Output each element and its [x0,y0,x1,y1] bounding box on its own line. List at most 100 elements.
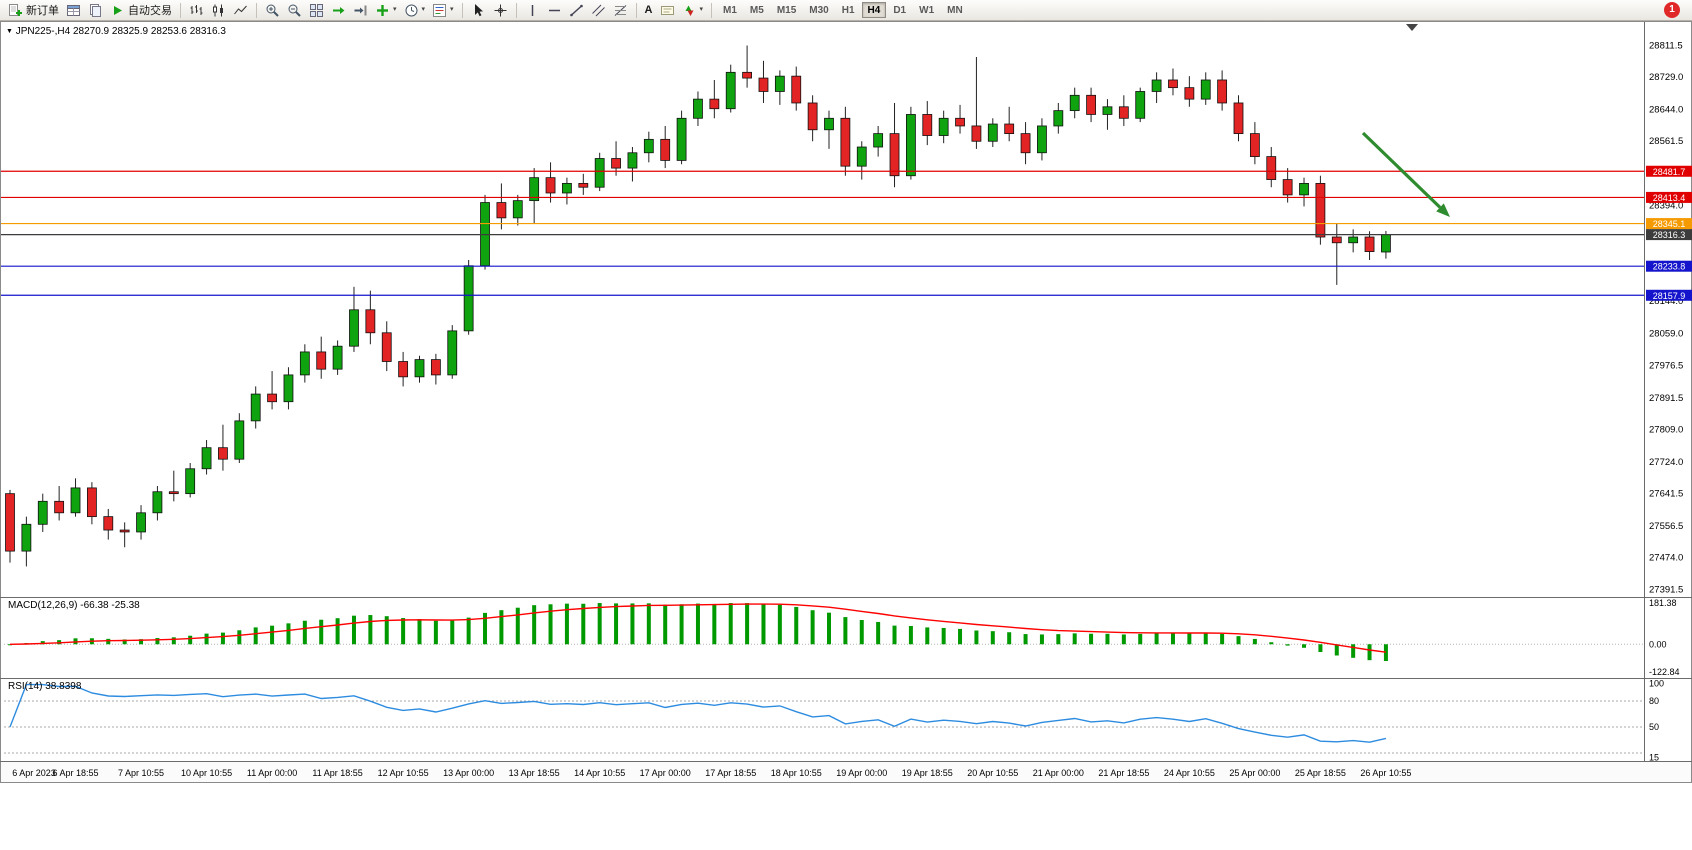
price-axis-label: 27976.5 [1649,360,1683,371]
macd-histogram-bar [597,603,602,645]
channel-tool-button[interactable] [588,1,609,19]
macd-histogram-bar [827,612,831,645]
rsi-line[interactable] [9,683,1387,743]
auto-scroll-button[interactable] [328,1,349,19]
notification-badge[interactable]: 1 [1664,2,1680,18]
timeframe-w1-button[interactable]: W1 [919,5,935,16]
chart-canvas[interactable]: 28811.5 28729.0 28644.0 28561.5 28394.0 28144… [0,21,1692,783]
market-watch-button[interactable] [63,1,84,19]
trend-arrow-line[interactable] [1361,131,1442,209]
timeframe-m30-button[interactable]: M30 [809,5,829,16]
rsi-axis-label: 100 [1649,679,1664,689]
trendline-icon [569,4,583,16]
arrows-tool-button[interactable]: ▾ [679,1,707,19]
time-axis-label: 13 Apr 00:00 [443,768,494,778]
macd-histogram-bar [1138,633,1143,645]
trendline-tool-button[interactable] [566,1,587,19]
crosshair-tool-button[interactable] [490,1,511,19]
macd-histogram-bar [728,603,733,645]
macd-indicator-label: MACD(12,26,9) -66.38 -25.38 [8,600,140,611]
macd-histogram-bar [1252,638,1257,645]
data-window-button[interactable] [85,1,106,19]
macd-histogram-bar [1089,633,1094,645]
macd-axis-label: -122.84 [1649,667,1680,677]
candle [578,182,589,188]
vertical-line-tool-button[interactable] [522,1,543,19]
tile-windows-button[interactable] [306,1,327,19]
price-axis-label: 27724.0 [1649,457,1683,468]
text-label-icon [660,5,674,15]
line-chart-button[interactable] [230,1,251,19]
timeframe-h4-button[interactable]: H4 [861,2,887,18]
macd-histogram-bar [1334,644,1339,656]
candle [87,487,97,518]
macd-histogram-bar [1170,632,1175,645]
macd-histogram-bar [958,628,963,645]
candle [611,158,621,169]
bar-chart-button[interactable] [186,1,207,19]
macd-histogram-bar [663,604,668,645]
macd-histogram-bar [548,604,553,645]
time-axis-label: 7 Apr 10:55 [118,768,164,778]
macd-histogram-bar [237,630,242,645]
timeframe-m1-button[interactable]: M1 [723,5,737,16]
macd-histogram-bar [941,627,946,645]
time-axis-label: 17 Apr 18:55 [705,768,756,778]
indicators-button[interactable]: ▾ [372,1,400,19]
macd-histogram-bar [892,625,897,645]
text-tool-button[interactable]: A [642,1,656,19]
candle [725,71,736,110]
chart-shift-button[interactable] [350,1,371,19]
macd-histogram-bar [450,620,455,645]
macd-histogram-bar [695,603,700,645]
time-axis[interactable] [1,762,1691,782]
rsi-axis-label: 80 [1649,696,1659,706]
zoom-out-button[interactable] [284,1,305,19]
price-axis-label: 27391.5 [1649,584,1683,595]
text-label-tool-button[interactable] [657,1,678,19]
macd-histogram-bar [106,638,111,645]
horizontal-line-tool-button[interactable] [544,1,565,19]
chevron-down-icon: ▾ [699,6,704,13]
candle [54,500,65,514]
fibonacci-tool-button[interactable] [610,1,631,19]
candle [1037,125,1047,154]
macd-histogram-bar [368,615,373,645]
chart-shift-marker[interactable] [1406,24,1418,31]
periods-button[interactable]: ▾ [401,1,429,19]
collapse-panel-icon[interactable]: ▼ [6,28,13,35]
candle [103,516,114,531]
toolbar-separator [256,2,257,18]
time-axis-label: 19 Apr 18:55 [902,768,953,778]
macd-histogram-bar [40,641,45,645]
timeframe-m5-button[interactable]: M5 [749,5,764,16]
price-axis[interactable] [1645,22,1691,761]
timeframe-h1-button[interactable]: H1 [841,5,855,16]
zoom-in-button[interactable] [262,1,283,19]
cursor-tool-button[interactable] [468,1,489,19]
candle [955,117,965,127]
macd-histogram-bar [908,625,913,645]
macd-histogram-bar [1269,642,1274,645]
trend-arrow-head[interactable] [1436,203,1450,217]
new-order-button[interactable]: 新订单 [5,1,62,19]
timeframe-d1-button[interactable]: D1 [893,5,907,16]
macd-histogram-bar [1072,633,1077,645]
templates-button[interactable]: ▾ [429,1,457,19]
candle [758,77,769,92]
macd-histogram-bar [139,639,144,645]
time-axis-label: 10 Apr 10:55 [181,768,232,778]
auto-trading-button[interactable]: 自动交易 [107,1,175,19]
timeframe-m15-button[interactable]: M15 [776,5,797,16]
price-axis-label: 28059.0 [1649,329,1683,340]
clock-icon [405,4,418,16]
candle [250,393,261,422]
candle [218,447,228,460]
candlestick-chart-button[interactable] [208,1,229,19]
candle [152,491,163,514]
timeframe-mn-button[interactable]: MN [947,5,963,16]
candle [1184,87,1195,100]
candle [1102,106,1113,115]
macd-axis-label: 181.38 [1649,598,1677,608]
price-tag-label: 28481.7 [1653,167,1686,177]
